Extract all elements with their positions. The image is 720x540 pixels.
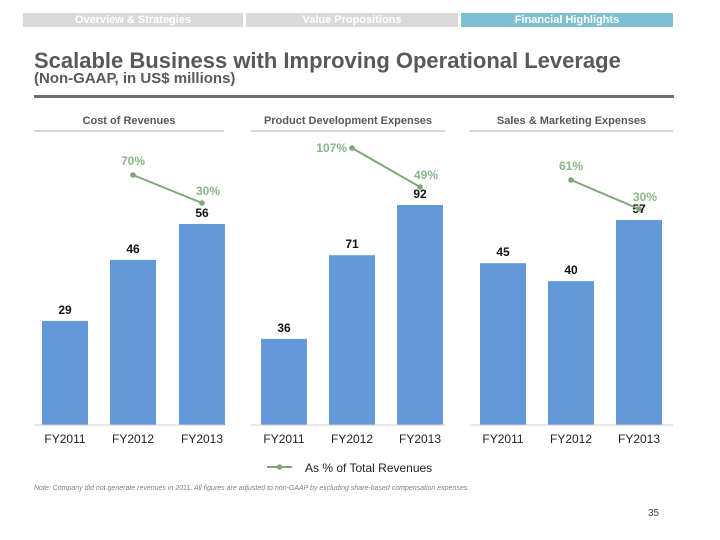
x-tick-label: FY2011 [263,432,304,446]
x-tick-label: FY2011 [482,432,523,446]
pct-label: 30% [633,190,657,204]
pct-point [130,172,136,178]
pct-point [199,200,205,206]
x-tick-label: FY2012 [112,432,154,446]
x-tick-label: FY2013 [618,432,660,446]
chart-title: Product Development Expenses [264,115,432,127]
pct-line-segment [132,174,203,204]
bar-value-label: 40 [564,263,578,277]
x-tick-label: FY2012 [331,432,373,446]
page-number: 35 [648,508,660,519]
x-tick-label: FY2013 [399,432,441,446]
bar-value-label: 92 [413,187,427,201]
pct-point [568,177,574,183]
bar-fy2012 [548,281,594,425]
pct-line-segment [351,147,421,188]
bar-value-label: 45 [496,245,510,259]
legend-label: As % of Total Revenues [305,461,432,475]
bar-fy2013 [179,224,225,425]
bar-value-label: 36 [277,321,291,335]
pct-point [349,145,355,151]
footnote: Note: Company did not generate revenues … [34,485,470,492]
pct-label: 70% [121,154,145,168]
tab-overview-strategies[interactable]: Overview & Strategies [23,13,243,27]
pct-label: 107% [316,141,347,155]
bar-fy2012 [110,259,156,425]
bar-fy2013 [616,220,662,425]
pct-point [636,206,642,212]
legend-marker-icon [276,464,283,470]
title-divider [34,95,674,98]
bar-value-label: 29 [58,303,72,317]
bar-fy2011 [261,338,307,425]
bar-value-label: 71 [345,237,359,251]
pct-label: 61% [559,159,583,173]
x-tick-label: FY2013 [181,432,223,446]
chart-title: Cost of Revenues [83,115,176,127]
bar-fy2011 [42,320,88,425]
bar-value-label: 46 [126,242,140,256]
bar-fy2013 [397,205,443,425]
chart-title: Sales & Marketing Expenses [497,115,646,127]
page-subtitle: (Non-GAAP, in US$ millions) [34,70,236,87]
tab-value-propositions[interactable]: Value Propositions [246,13,458,27]
pct-label: 49% [414,168,438,182]
pct-line-segment [570,179,640,210]
bar-fy2012 [329,255,375,425]
tab-financial-highlights[interactable]: Financial Highlights [461,13,673,27]
page-title: Scalable Business with Improving Operati… [34,48,621,73]
pct-point [417,184,423,190]
bar-fy2011 [480,263,526,425]
bar-value-label: 56 [195,206,209,220]
x-tick-label: FY2011 [44,432,85,446]
x-tick-label: FY2012 [550,432,592,446]
pct-label: 30% [196,184,220,198]
